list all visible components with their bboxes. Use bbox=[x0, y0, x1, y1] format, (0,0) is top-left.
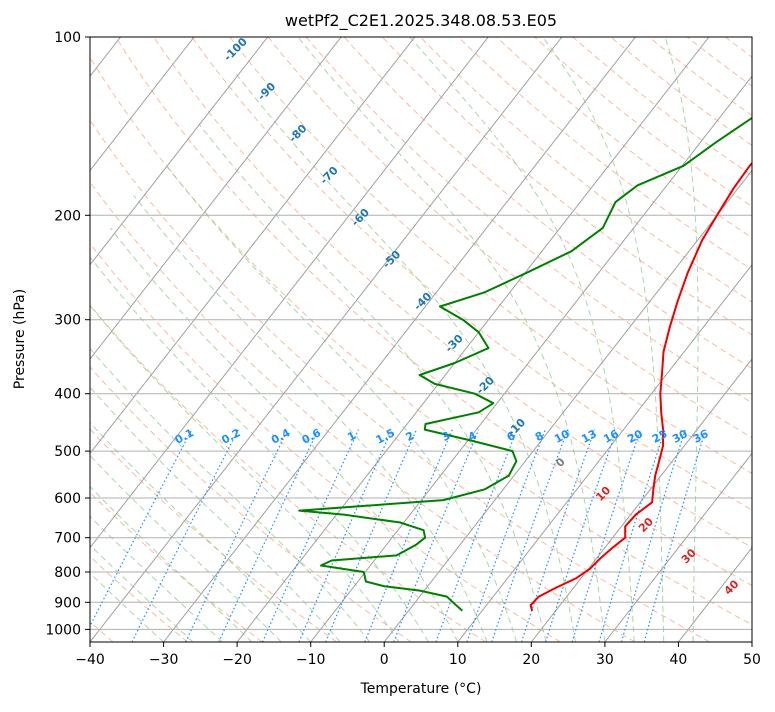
x-tick-label: −10 bbox=[296, 652, 326, 668]
x-tick-label: 0 bbox=[380, 652, 389, 668]
x-tick-label: −40 bbox=[75, 652, 105, 668]
x-axis-title: Temperature (°C) bbox=[360, 681, 482, 697]
y-tick-label: 100 bbox=[54, 30, 81, 46]
y-axis-title: Pressure (hPa) bbox=[12, 289, 28, 389]
x-tick-label: 30 bbox=[596, 652, 614, 668]
chart-title: wetPf2_C2E1.2025.348.08.53.E05 bbox=[285, 11, 557, 31]
y-tick-label: 200 bbox=[54, 208, 81, 224]
y-tick-label: 400 bbox=[54, 387, 81, 403]
y-tick-label: 800 bbox=[54, 565, 81, 581]
y-tick-label: 700 bbox=[54, 531, 81, 547]
x-tick-label: −20 bbox=[222, 652, 252, 668]
x-tick-label: 40 bbox=[669, 652, 687, 668]
y-tick-label: 600 bbox=[54, 491, 81, 507]
x-tick-label: −30 bbox=[149, 652, 179, 668]
x-tick-label: 20 bbox=[522, 652, 540, 668]
y-tick-label: 300 bbox=[54, 313, 81, 329]
y-tick-label: 1000 bbox=[45, 622, 81, 638]
y-tick-label: 500 bbox=[54, 444, 81, 460]
y-tick-label: 900 bbox=[54, 595, 81, 611]
x-tick-label: 50 bbox=[743, 652, 761, 668]
x-tick-label: 10 bbox=[449, 652, 467, 668]
